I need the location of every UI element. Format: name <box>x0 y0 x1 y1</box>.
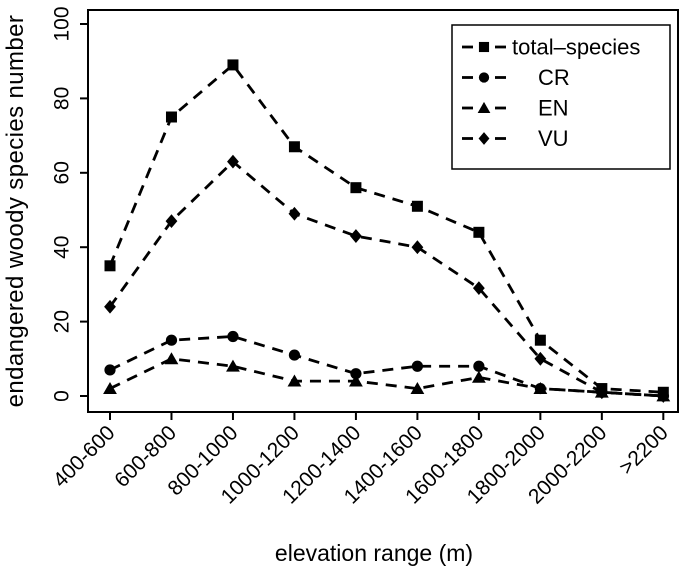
legend-label-total-species: total–species <box>512 35 640 60</box>
series-marker-en <box>471 370 486 383</box>
legend-marker-cr <box>478 72 490 83</box>
y-tick-label: 100 <box>51 6 74 41</box>
series-marker-vu <box>227 154 239 169</box>
series-marker-total-species <box>227 59 239 71</box>
series-marker-en <box>349 374 363 387</box>
series-marker-cr <box>288 349 301 361</box>
series-marker-vu <box>288 206 301 221</box>
series-marker-cr <box>411 360 423 372</box>
series-marker-en <box>103 381 117 394</box>
series-marker-cr <box>473 360 485 372</box>
series-marker-vu <box>411 240 424 255</box>
series-line-vu <box>108 159 664 398</box>
series-marker-vu <box>350 229 362 243</box>
series-marker-total-species <box>473 226 485 238</box>
legend-label-vu: VU <box>538 126 569 151</box>
x-tick-label: 400-600 <box>49 421 120 492</box>
series-marker-en <box>287 374 302 387</box>
y-tick-label: 40 <box>51 236 74 259</box>
series-marker-en <box>164 352 179 365</box>
series-marker-cr <box>104 364 116 376</box>
series-marker-en <box>226 359 240 372</box>
series-marker-total-species <box>350 182 362 194</box>
series-marker-en <box>410 381 425 394</box>
series-marker-total-species <box>534 334 546 346</box>
legend-marker-en <box>477 101 491 113</box>
legend-marker-vu <box>478 132 490 145</box>
y-tick-label: 0 <box>51 390 74 402</box>
y-tick-label: 60 <box>51 161 74 184</box>
series-marker-total-species <box>165 111 177 123</box>
series-marker-vu <box>104 299 116 314</box>
y-tick-label: 80 <box>51 87 74 110</box>
series-marker-total-species <box>288 141 300 153</box>
series-marker-cr <box>227 330 239 343</box>
series-marker-vu <box>165 214 178 229</box>
x-tick-label: >2200 <box>615 421 673 479</box>
series-line-cr <box>109 335 664 398</box>
legend-label-cr: CR <box>538 65 570 90</box>
y-axis-title: endangered woody species number <box>2 14 29 408</box>
series-marker-vu <box>657 389 670 403</box>
x-axis-title: elevation range (m) <box>274 540 474 566</box>
legend-marker-total-species <box>478 41 490 53</box>
series-marker-en <box>533 381 548 394</box>
series-marker-cr <box>350 368 362 380</box>
plot-border <box>87 9 679 413</box>
series-marker-vu <box>472 281 485 296</box>
series-marker-total-species <box>104 260 116 272</box>
series-line-total-species <box>108 62 664 394</box>
series-marker-total-species <box>411 200 423 212</box>
series-marker-vu <box>595 385 608 400</box>
series-marker-vu <box>534 351 547 366</box>
series-line-en <box>109 357 664 398</box>
series-marker-cr <box>165 334 178 346</box>
legend-label-en: EN <box>538 96 569 121</box>
y-tick-label: 20 <box>51 310 74 333</box>
